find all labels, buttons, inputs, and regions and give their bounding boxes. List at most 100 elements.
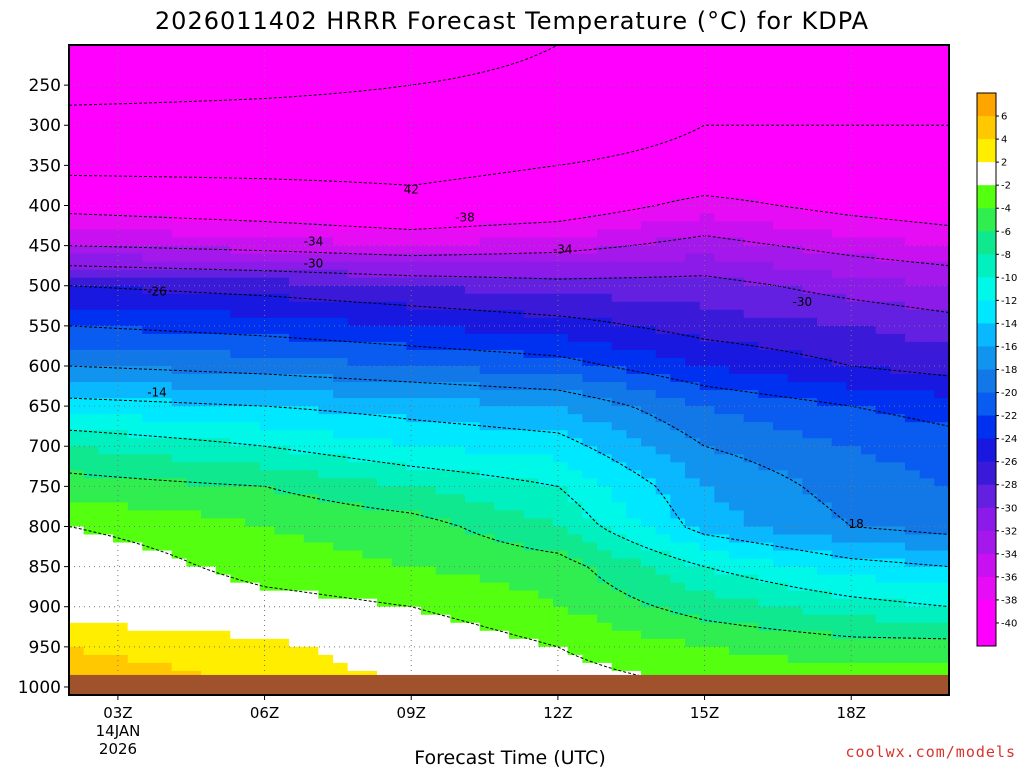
temperature-cell bbox=[831, 382, 847, 391]
temperature-cell bbox=[714, 614, 730, 624]
temperature-cell bbox=[201, 486, 217, 495]
temperature-cell bbox=[846, 398, 862, 407]
temperature-cell bbox=[83, 526, 99, 536]
temperature-cell bbox=[773, 61, 789, 70]
temperature-cell bbox=[391, 357, 407, 367]
temperature-cell bbox=[142, 173, 158, 183]
temperature-cell bbox=[655, 157, 671, 166]
temperature-cell bbox=[875, 189, 891, 199]
temperature-cell bbox=[245, 141, 261, 150]
credit-link[interactable]: coolwx.com/models bbox=[845, 743, 1016, 761]
colorbar-swatch bbox=[977, 438, 996, 463]
temperature-cell bbox=[817, 438, 833, 447]
temperature-cell bbox=[479, 382, 495, 391]
temperature-cell bbox=[171, 558, 187, 568]
temperature-cell bbox=[567, 301, 583, 311]
temperature-cell bbox=[98, 406, 114, 415]
temperature-cell bbox=[494, 606, 510, 616]
temperature-cell bbox=[362, 598, 378, 608]
temperature-cell bbox=[626, 430, 642, 439]
temperature-cell bbox=[245, 590, 261, 600]
temperature-cell bbox=[641, 85, 657, 94]
temperature-cell bbox=[362, 141, 378, 150]
temperature-cell bbox=[201, 510, 217, 520]
temperature-cell bbox=[377, 173, 393, 183]
temperature-cell bbox=[817, 566, 833, 576]
temperature-cell bbox=[274, 125, 290, 134]
temperature-cell bbox=[597, 245, 613, 255]
temperature-cell bbox=[406, 261, 422, 271]
temperature-cell bbox=[362, 77, 378, 86]
temperature-cell bbox=[186, 157, 202, 166]
temperature-cell bbox=[641, 534, 657, 544]
temperature-cell bbox=[333, 422, 349, 431]
temperature-cell bbox=[905, 542, 921, 552]
temperature-cell bbox=[303, 494, 319, 503]
temperature-cell bbox=[171, 173, 187, 183]
temperature-cell bbox=[890, 646, 906, 656]
temperature-cell bbox=[699, 430, 715, 439]
temperature-cell bbox=[875, 349, 891, 359]
temperature-cell bbox=[846, 446, 862, 455]
temperature-cell bbox=[934, 173, 949, 183]
temperature-cell bbox=[934, 550, 949, 560]
temperature-cell bbox=[318, 133, 334, 142]
temperature-cell bbox=[626, 149, 642, 158]
temperature-cell bbox=[289, 446, 305, 455]
temperature-cell bbox=[303, 261, 319, 271]
temperature-cell bbox=[743, 510, 759, 520]
temperature-cell bbox=[421, 550, 437, 560]
temperature-cell bbox=[670, 101, 686, 110]
temperature-cell bbox=[890, 85, 906, 94]
temperature-cell bbox=[567, 606, 583, 616]
temperature-cell bbox=[245, 173, 261, 183]
temperature-cell bbox=[934, 293, 949, 303]
temperature-cell bbox=[98, 277, 114, 287]
temperature-cell bbox=[465, 365, 481, 375]
temperature-cell bbox=[479, 646, 495, 656]
temperature-cell bbox=[553, 422, 569, 431]
temperature-cell bbox=[626, 293, 642, 303]
temperature-cell bbox=[274, 61, 290, 70]
temperature-cell bbox=[553, 486, 569, 495]
temperature-cell bbox=[142, 446, 158, 455]
colorbar-label: 2 bbox=[1001, 158, 1007, 169]
y-tick-label: 550 bbox=[29, 317, 61, 337]
temperature-cell bbox=[421, 293, 437, 303]
temperature-cell bbox=[597, 205, 613, 215]
temperature-cell bbox=[274, 189, 290, 199]
temperature-cell bbox=[582, 261, 598, 271]
temperature-cell bbox=[626, 390, 642, 399]
temperature-cell bbox=[245, 566, 261, 576]
temperature-cell bbox=[230, 189, 246, 199]
temperature-cell bbox=[582, 390, 598, 399]
temperature-cell bbox=[553, 638, 569, 648]
temperature-cell bbox=[670, 598, 686, 608]
temperature-cell bbox=[582, 598, 598, 608]
temperature-cell bbox=[127, 149, 143, 158]
temperature-cell bbox=[831, 229, 847, 239]
temperature-cell bbox=[817, 325, 833, 335]
temperature-cell bbox=[875, 341, 891, 351]
temperature-cell bbox=[391, 333, 407, 343]
temperature-cell bbox=[934, 253, 949, 263]
temperature-cell bbox=[523, 510, 539, 520]
y-tick-label: 450 bbox=[29, 237, 61, 257]
temperature-cell bbox=[567, 309, 583, 319]
temperature-cell bbox=[597, 221, 613, 231]
temperature-cell bbox=[391, 141, 407, 150]
temperature-cell bbox=[553, 446, 569, 455]
temperature-cell bbox=[509, 574, 525, 584]
temperature-cell bbox=[509, 69, 525, 78]
temperature-cell bbox=[494, 317, 510, 327]
temperature-cell bbox=[83, 341, 99, 351]
temperature-cell bbox=[787, 341, 803, 351]
temperature-cell bbox=[582, 470, 598, 479]
temperature-cell bbox=[817, 109, 833, 118]
temperature-cell bbox=[817, 430, 833, 439]
temperature-cell bbox=[113, 646, 129, 656]
temperature-cell bbox=[773, 574, 789, 584]
temperature-cell bbox=[655, 277, 671, 287]
temperature-cell bbox=[347, 85, 363, 94]
temperature-cell bbox=[201, 574, 217, 584]
